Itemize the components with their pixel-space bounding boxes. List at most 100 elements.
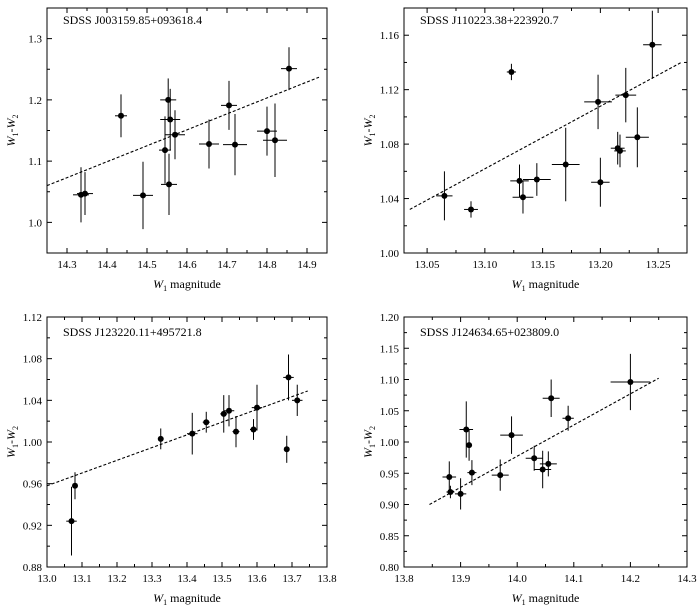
x-tick-label: 13.10 (472, 259, 497, 271)
point-marker (82, 190, 88, 197)
point-marker (189, 430, 196, 437)
x-tick-label: 13.20 (588, 259, 613, 271)
point-marker (447, 489, 454, 495)
point-marker (226, 102, 232, 109)
y-tick-label: 1.05 (380, 406, 400, 418)
data-point (610, 131, 625, 165)
plot-frame (403, 7, 688, 254)
data-point (223, 113, 247, 176)
x-tick-label: 13.8 (317, 573, 337, 585)
point-marker (466, 442, 473, 449)
x-tick-label: 13.8 (394, 573, 414, 585)
point-marker (508, 68, 515, 75)
point-marker (463, 426, 470, 433)
panel-sdss-j123220: 13.0 13.1 13.2 13.3 13.4 13.5 13.6 13.7 13.8 0.88… (4, 312, 337, 607)
y-axis-label: W1-W2 (361, 115, 377, 147)
x-tick-label: 14.4 (97, 259, 117, 271)
panel-title: SDSS J110223.38+223920.7 (420, 13, 559, 27)
data-point (283, 435, 290, 463)
data-point (283, 354, 294, 401)
data-point (539, 451, 557, 477)
point-marker (545, 460, 552, 467)
point-marker (446, 474, 453, 480)
x-tick-label: 13.2 (107, 573, 126, 585)
y-tick-label: 0.80 (380, 562, 400, 574)
x-tick-label: 13.3 (142, 573, 162, 585)
point-marker (250, 426, 257, 433)
plot-frame (46, 7, 328, 254)
panel-title: SDSS J003159.85+093618.4 (63, 13, 202, 27)
y-tick-label: 1.08 (380, 139, 400, 151)
x-axis-label: W1 magnitude (153, 591, 221, 607)
x-axis-label: W1 magnitude (153, 277, 221, 293)
x-tick-label: 14.3 (677, 573, 697, 585)
data-point (202, 411, 210, 433)
point-marker (516, 177, 523, 184)
point-marker (118, 112, 124, 119)
x-tick-label: 13.15 (530, 259, 555, 271)
x-tick-label: 14.7 (217, 259, 237, 271)
panel-sdss-j124634: 13.8 13.9 14.0 14.1 14.2 14.3 0.80 0.85 0.90 0.95… (361, 312, 697, 607)
point-marker (595, 98, 602, 105)
data-point (466, 429, 473, 461)
point-marker (627, 379, 634, 385)
data-point (221, 80, 237, 130)
data-point (232, 415, 240, 448)
y-axis-label: W1-W2 (4, 426, 20, 458)
data-point (584, 74, 612, 130)
x-tick-label: 14.2 (621, 573, 640, 585)
point-marker (634, 134, 641, 141)
point-marker (140, 192, 146, 199)
point-marker (649, 41, 656, 48)
data-point (292, 384, 303, 416)
point-marker (206, 140, 212, 147)
data-point (436, 171, 453, 221)
y-tick-label: 1.15 (380, 343, 400, 355)
plot-frame (403, 316, 688, 568)
data-point (160, 88, 181, 151)
data-point (115, 94, 127, 138)
data-point (500, 416, 523, 454)
point-marker (172, 131, 178, 138)
data-point (165, 110, 185, 160)
data-point (506, 63, 517, 81)
data-point (610, 353, 651, 411)
data-point (66, 486, 77, 556)
point-marker (220, 410, 227, 417)
point-marker (531, 455, 538, 462)
data-marks (429, 353, 659, 510)
y-tick-label: 0.90 (380, 500, 400, 512)
data-point (187, 412, 198, 455)
panel-title: SDSS J124634.65+023809.0 (420, 325, 559, 339)
data-point (615, 67, 637, 123)
linear-fit-line (429, 377, 659, 505)
y-tick-label: 0.88 (23, 562, 43, 574)
point-marker (283, 446, 290, 453)
data-point (459, 401, 474, 458)
y-tick-label: 1.12 (380, 85, 399, 97)
y-tick-label: 1.3 (28, 34, 42, 46)
x-tick-label: 13.05 (415, 259, 440, 271)
data-marks (409, 10, 682, 221)
point-marker (286, 65, 292, 72)
y-tick-label: 1.00 (380, 248, 400, 260)
data-point (281, 47, 297, 91)
data-point (160, 78, 177, 122)
data-point (522, 163, 551, 196)
point-marker (68, 518, 75, 525)
x-axis-label: W1 magnitude (512, 277, 580, 293)
data-point (454, 478, 467, 510)
y-tick-label: 0.92 (23, 520, 42, 532)
x-tick-label: 14.6 (177, 259, 197, 271)
panel-sdss-j110223: 13.05 13.10 13.15 13.20 13.25 1.00 1.04 1.08 1.1… (361, 7, 688, 293)
y-axis-label: W1-W2 (4, 115, 20, 147)
point-marker (548, 395, 555, 402)
y-tick-label: 1.00 (380, 437, 400, 449)
data-point (510, 164, 529, 198)
data-point (223, 395, 235, 427)
x-tick-label: 14.1 (564, 573, 583, 585)
x-tick-label: 13.0 (37, 573, 57, 585)
data-point (220, 395, 228, 433)
y-tick-label: 1.20 (380, 312, 400, 324)
